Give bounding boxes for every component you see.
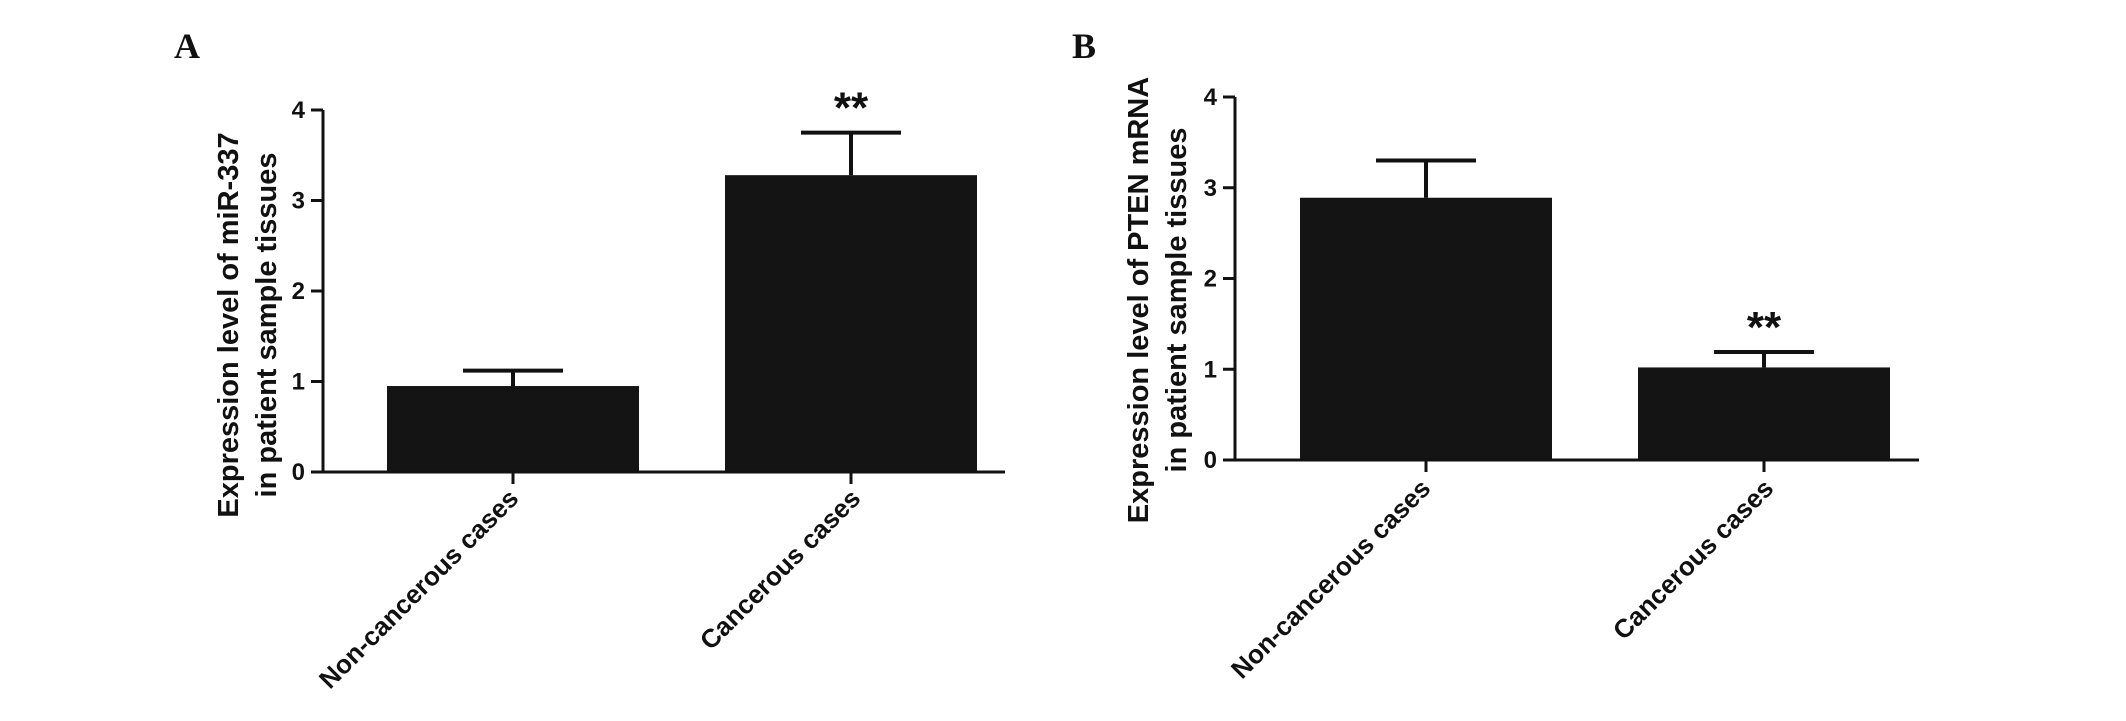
panel-a-category-label-2: Cancerous cases xyxy=(694,483,866,655)
panel-b-y-tick-label-2: 2 xyxy=(1204,266,1217,293)
panel-b-ylabel-line-1: Expression level of PTEN mRNA xyxy=(1123,77,1155,523)
panel-a-plot: ** 0 1 2 3 4 xyxy=(292,84,1005,486)
panel-a-y-tick-label-3: 3 xyxy=(292,188,305,215)
panel-b-bar-2 xyxy=(1638,367,1890,460)
panel-a-letter: A xyxy=(174,26,200,66)
panel-b-category-label-2: Cancerous cases xyxy=(1607,473,1779,645)
panel-b-significance-2: ** xyxy=(1747,303,1782,352)
panel-b-bar-1 xyxy=(1300,197,1552,461)
panel-a-y-tick-label-0: 0 xyxy=(292,459,305,486)
panel-b-letter: B xyxy=(1072,26,1096,66)
panel-a-bar-1 xyxy=(387,386,639,472)
panel-b-category-label-1: Non-cancerous cases xyxy=(1225,473,1436,684)
panel-a-y-tick-label-1: 1 xyxy=(292,369,305,396)
panel-a-ylabel-line-2: in patient sample tissues xyxy=(251,153,283,498)
panel-b-y-tick-label-3: 3 xyxy=(1204,175,1217,202)
panel-b-y-tick-label-0: 0 xyxy=(1204,447,1217,474)
panel-a-bar-2 xyxy=(725,175,977,472)
panel-a: A Expression level of miR-337 in patient… xyxy=(174,26,1005,694)
panel-b-plot: ** 0 1 2 3 4 xyxy=(1204,84,1919,474)
panel-b-y-tick-label-1: 1 xyxy=(1204,356,1217,383)
panel-a-y-tick-label-2: 2 xyxy=(292,278,305,305)
panel-b-ylabel-line-2: in patient sample tissues xyxy=(1161,128,1193,473)
panel-a-y-tick-label-4: 4 xyxy=(292,97,306,124)
panel-b-y-tick-label-4: 4 xyxy=(1204,84,1218,111)
panel-b: B Expression level of PTEN mRNA in patie… xyxy=(1072,26,1919,684)
panel-a-significance-2: ** xyxy=(834,84,869,133)
panel-a-category-label-1: Non-cancerous cases xyxy=(313,483,524,694)
panel-a-ylabel-line-1: Expression level of miR-337 xyxy=(213,132,245,517)
